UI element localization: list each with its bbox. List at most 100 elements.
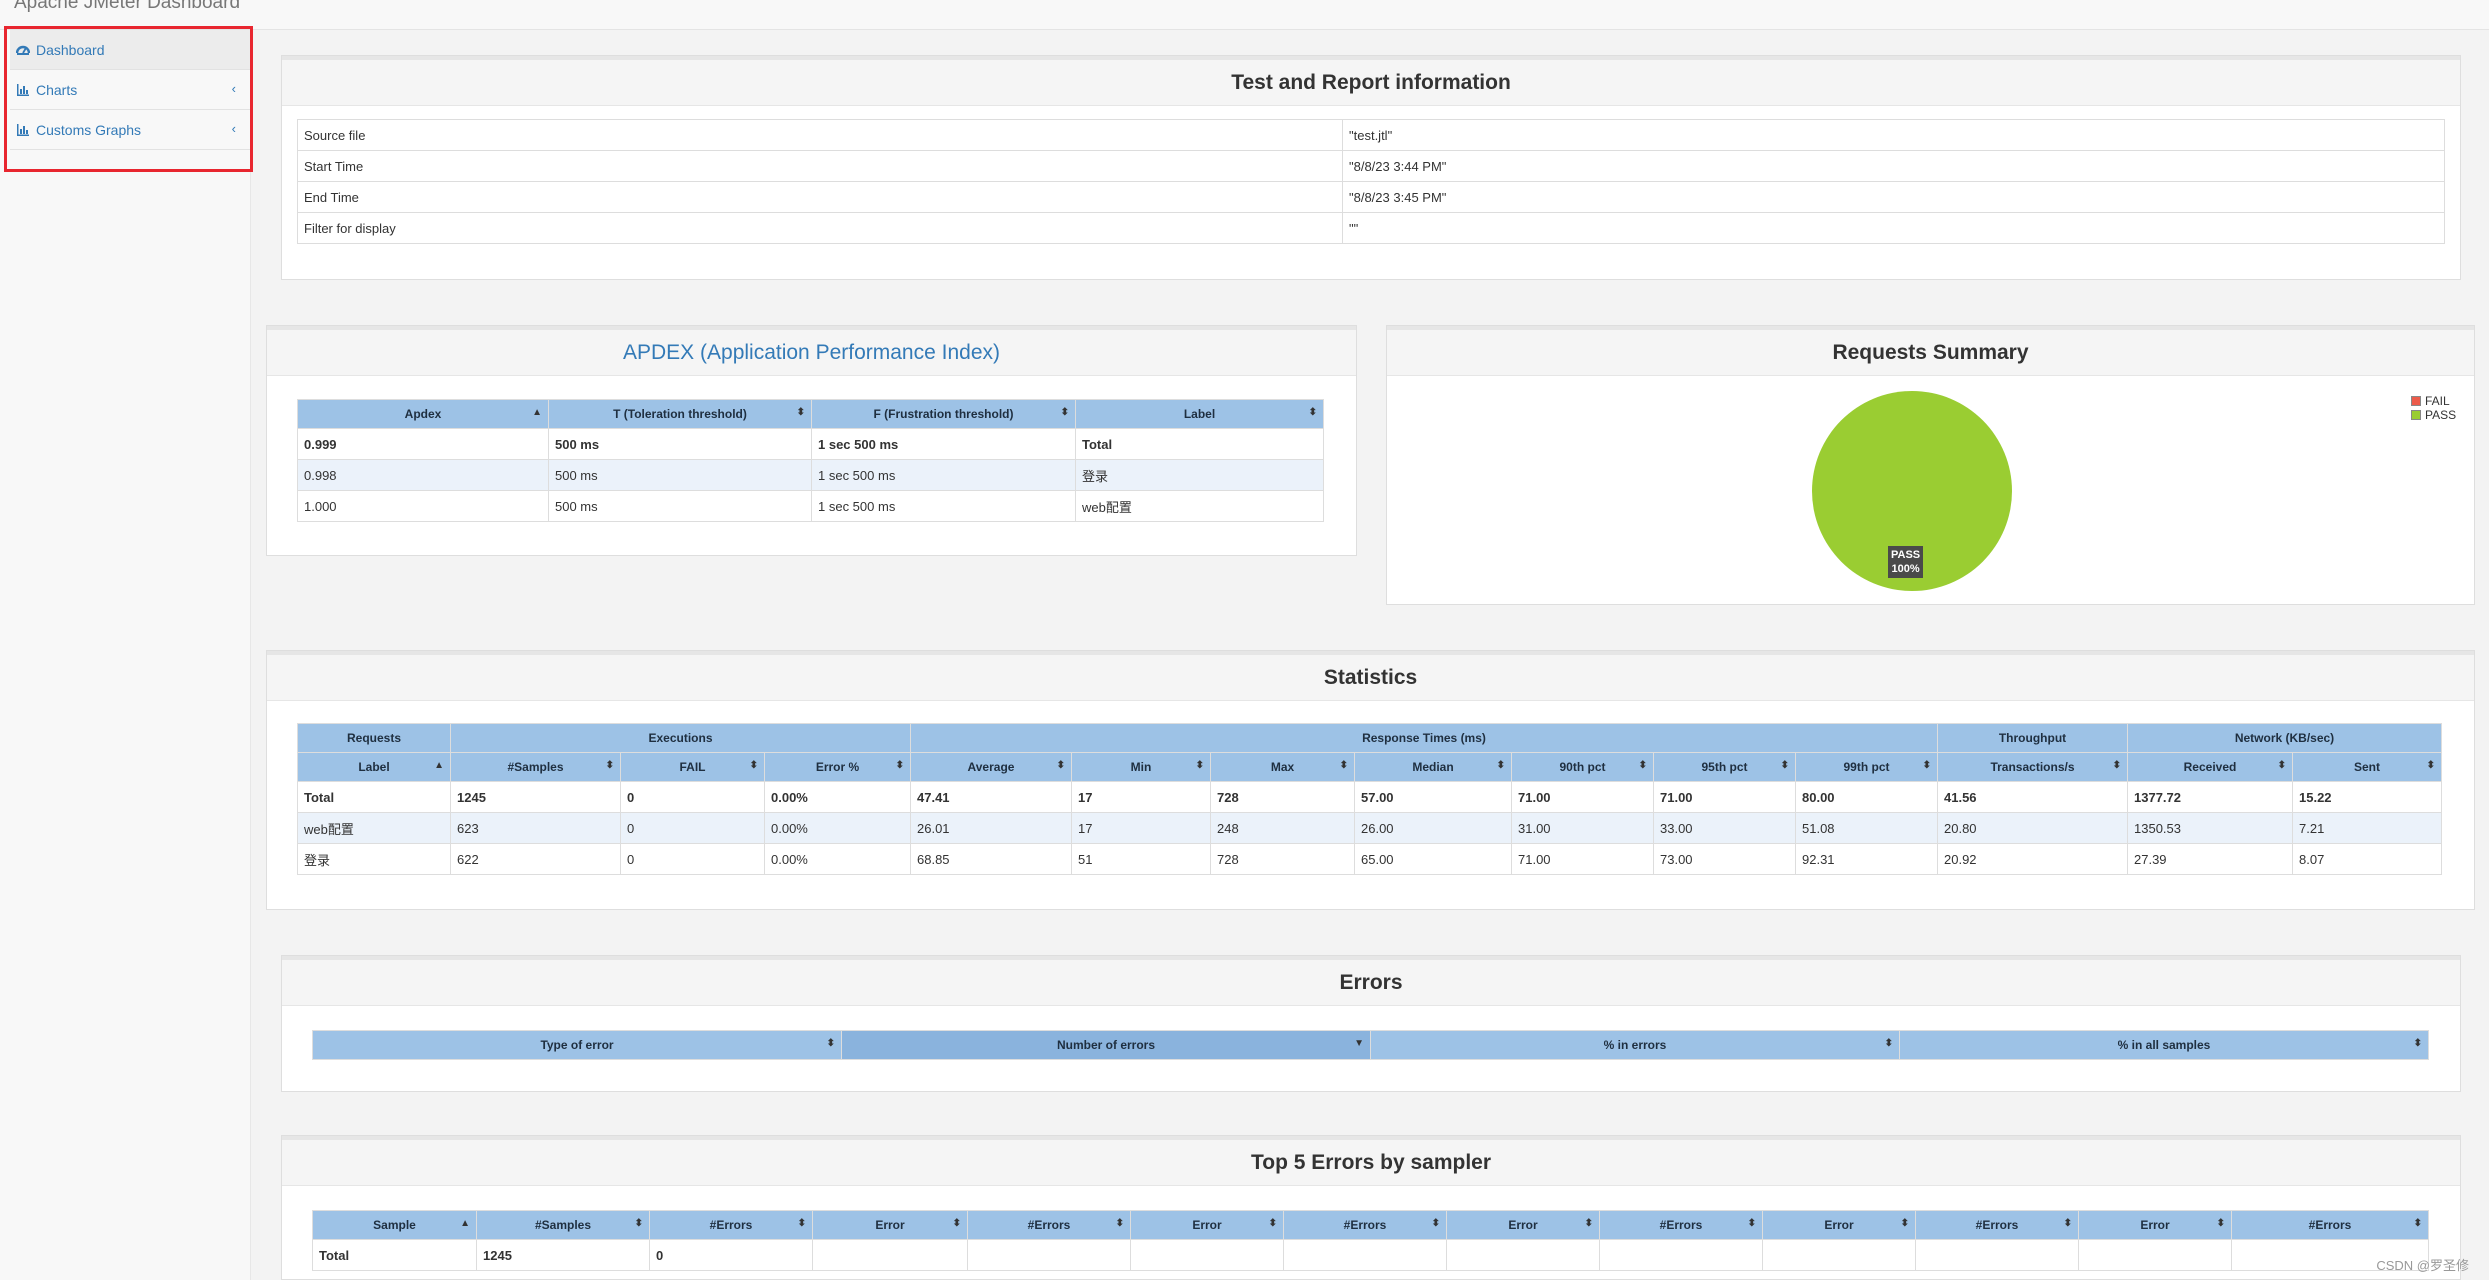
table-cell: 7.21 [2292,812,2442,844]
table-cell: 71.00 [1511,843,1654,875]
column-header[interactable]: Transactions/s ⬍ [1937,752,2128,782]
table-cell: 1245 [450,781,621,813]
column-header[interactable]: #Samples ⬍ [476,1210,650,1240]
column-header[interactable]: 90th pct ⬍ [1511,752,1654,782]
table-row: Total 1245 0 0.00% 47.41 17 728 57.00 71.00 71.00… [297,781,2442,813]
sort-icon: ⬍ [634,1218,643,1229]
column-header[interactable]: Type of error ⬍ [312,1030,842,1060]
pie-slice-label: PASS 100% [1888,546,1924,578]
apdex-table: Apdex ▲ T (Toleration threshold) ⬍ F (Frus… [297,399,1324,522]
column-header[interactable]: Label ▲ [297,752,451,782]
chevron-left-icon[interactable]: ‹ [231,121,236,136]
column-header[interactable]: #Errors ⬍ [2231,1210,2429,1240]
column-header[interactable]: #Samples ⬍ [450,752,621,782]
column-header[interactable]: Average ⬍ [910,752,1072,782]
sort-icon: ⬍ [1780,760,1789,771]
legend-label: PASS [2425,408,2457,422]
table-cell [2231,1239,2429,1271]
table-cell [1130,1239,1284,1271]
table-cell: 51 [1071,843,1211,875]
column-header[interactable]: Label ⬍ [1075,399,1324,429]
panel-title: Test and Report information [282,56,2460,106]
column-header[interactable]: % in all samples ⬍ [1899,1030,2429,1060]
column-header[interactable]: #Errors ⬍ [649,1210,813,1240]
sidebar-item-customs-graphs[interactable]: Customs Graphs ‹ [10,110,250,150]
sort-icon: ⬍ [749,760,758,771]
table-cell: 500 ms [548,459,812,491]
column-header[interactable]: Min ⬍ [1071,752,1211,782]
info-key: End Time [297,181,1343,213]
column-header[interactable]: 95th pct ⬍ [1653,752,1796,782]
table-cell: 65.00 [1354,843,1512,875]
table-cell: 80.00 [1795,781,1938,813]
panel-title: APDEX (Application Performance Index) [267,326,1356,376]
column-header[interactable]: Number of errors ▼ [841,1030,1371,1060]
group-header: Network (KB/sec) [2127,723,2442,753]
table-cell [1599,1239,1763,1271]
sort-icon: ⬍ [952,1218,961,1229]
table-cell: 728 [1210,781,1355,813]
legend-item-fail[interactable]: FAIL [2411,394,2456,408]
panel-title: Top 5 Errors by sampler [282,1136,2460,1186]
column-header[interactable]: #Errors ⬍ [1915,1210,2079,1240]
table-cell: 33.00 [1653,812,1796,844]
legend-item-pass[interactable]: PASS [2411,408,2456,422]
group-header: Throughput [1937,723,2128,753]
table-cell: 47.41 [910,781,1072,813]
sidebar-item-charts[interactable]: Charts ‹ [10,70,250,110]
sort-asc-icon: ▲ [460,1218,470,1229]
column-header[interactable]: #Errors ⬍ [1283,1210,1447,1240]
column-header[interactable]: Error ⬍ [2078,1210,2232,1240]
column-header[interactable]: Sample ▲ [312,1210,477,1240]
panel-title: Errors [282,956,2460,1006]
sort-icon: ⬍ [1747,1218,1756,1229]
chart-legend: FAIL PASS [2411,394,2456,422]
sort-icon: ⬍ [2413,1038,2422,1049]
column-header[interactable]: Max ⬍ [1210,752,1355,782]
legend-label: FAIL [2425,394,2450,408]
column-header[interactable]: 99th pct ⬍ [1795,752,1938,782]
column-header[interactable]: #Errors ⬍ [1599,1210,1763,1240]
app-title[interactable]: Apache JMeter Dashboard [14,0,241,13]
column-header[interactable]: #Errors ⬍ [967,1210,1131,1240]
table-cell: 8.07 [2292,843,2442,875]
column-header[interactable]: % in errors ⬍ [1370,1030,1900,1060]
column-header[interactable]: Error ⬍ [812,1210,968,1240]
chevron-left-icon[interactable]: ‹ [231,81,236,96]
table-cell: 500 ms [548,428,812,460]
column-header[interactable]: Sent ⬍ [2292,752,2442,782]
column-header[interactable]: F (Frustration threshold) ⬍ [811,399,1076,429]
sidebar-item-label: Customs Graphs [36,121,142,138]
table-cell [967,1239,1131,1271]
sort-icon: ⬍ [1900,1218,1909,1229]
table-cell: 57.00 [1354,781,1512,813]
table-cell: 71.00 [1653,781,1796,813]
column-header[interactable]: T (Toleration threshold) ⬍ [548,399,812,429]
column-header[interactable]: Error % ⬍ [764,752,911,782]
dashboard-icon [16,45,30,55]
table-row: Start Time "8/8/23 3:44 PM" [297,150,2445,182]
legend-swatch [2411,396,2421,406]
table-group-header-row: Requests Executions Response Times (ms) … [297,723,2442,753]
column-header[interactable]: Error ⬍ [1446,1210,1600,1240]
table-cell: web配置 [297,812,451,844]
column-header[interactable]: Received ⬍ [2127,752,2293,782]
table-cell: 92.31 [1795,843,1938,875]
requests-pie-chart [1812,391,2012,591]
table-cell [2078,1239,2232,1271]
sort-icon: ⬍ [2413,1218,2422,1229]
sidebar-item-dashboard[interactable]: Dashboard [10,30,250,70]
info-value: "test.jtl" [1342,119,2445,151]
table-cell: 0.00% [764,843,911,875]
column-header[interactable]: Median ⬍ [1354,752,1512,782]
column-header[interactable]: Error ⬍ [1130,1210,1284,1240]
table-cell: 登录 [1075,459,1324,491]
table-row: 0.999 500 ms 1 sec 500 ms Total [297,428,1324,460]
pie-slice-pass[interactable] [1812,391,2012,591]
column-header[interactable]: FAIL ⬍ [620,752,765,782]
sort-icon: ⬍ [1339,760,1348,771]
column-header[interactable]: Error ⬍ [1762,1210,1916,1240]
panel-title: Requests Summary [1387,326,2474,376]
column-header[interactable]: Apdex ▲ [297,399,549,429]
table-cell [812,1239,968,1271]
